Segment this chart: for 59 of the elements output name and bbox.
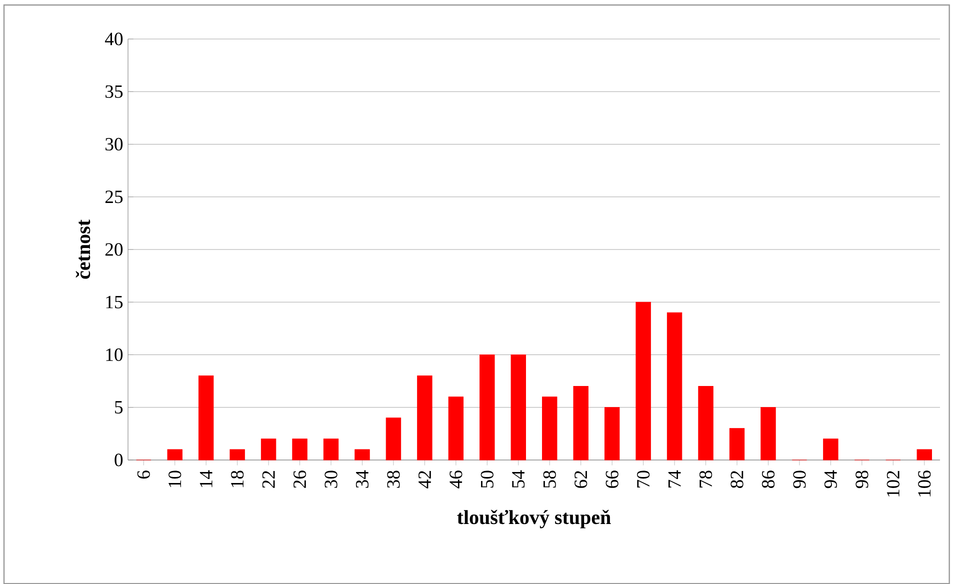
- bar: [386, 417, 402, 460]
- bar: [729, 428, 745, 460]
- x-tick-label: 10: [168, 470, 182, 487]
- bar: [823, 438, 838, 460]
- x-tick-label: 62: [574, 470, 588, 488]
- x-tick-label: 26: [294, 470, 306, 488]
- y-tick-label: 35: [106, 85, 123, 98]
- x-tick-label: 22: [262, 470, 275, 488]
- y-tick-label: 10: [106, 348, 123, 361]
- bar: [573, 386, 588, 460]
- x-tick-label: 70: [637, 470, 650, 488]
- x-tick-label: 102: [886, 470, 900, 496]
- bar: [448, 396, 464, 460]
- bar: [167, 449, 182, 460]
- bar: [916, 449, 932, 460]
- x-tick-label: 50: [480, 470, 494, 488]
- x-tick-label: 34: [356, 470, 369, 488]
- x-tick-label: 6: [137, 470, 150, 478]
- bar: [354, 449, 370, 460]
- bar: [292, 438, 308, 460]
- bar: [260, 438, 276, 460]
- x-tick-label: 94: [824, 470, 837, 488]
- x-tick-label: 30: [324, 470, 338, 488]
- x-axis-title: tloušťkový stupeň: [457, 510, 611, 528]
- bar: [636, 302, 651, 460]
- x-tick-label: 58: [543, 470, 556, 488]
- x-tick-label: 90: [793, 470, 806, 488]
- y-tick-label: 40: [104, 32, 123, 46]
- y-tick-label: 30: [106, 138, 123, 150]
- x-tick-label: 54: [512, 470, 525, 488]
- bar: [604, 406, 620, 460]
- y-tick-label: 20: [105, 243, 123, 256]
- bar: [480, 354, 495, 460]
- bar: [230, 449, 245, 460]
- x-tick-label: 18: [231, 470, 244, 487]
- y-tick-label: 25: [105, 190, 123, 204]
- bar: [198, 375, 214, 460]
- y-axis-title: četnost: [76, 219, 90, 279]
- x-tick-label: 86: [762, 470, 775, 488]
- bar: [417, 375, 432, 460]
- x-tick-label: 82: [730, 470, 744, 488]
- bar: [542, 396, 558, 460]
- x-tick-label: 66: [606, 470, 618, 488]
- y-tick-label: 5: [115, 401, 123, 414]
- x-tick-label: 46: [450, 470, 462, 488]
- x-tick-label: 14: [200, 470, 212, 487]
- x-tick-label: 78: [699, 470, 712, 488]
- bar: [698, 386, 714, 460]
- y-tick-label: 15: [106, 296, 123, 308]
- bar: [666, 312, 682, 460]
- x-tick-label: 42: [418, 470, 431, 488]
- x-tick-label: 98: [856, 470, 868, 488]
- bar: [323, 438, 339, 460]
- bar: [760, 406, 776, 460]
- y-tick-label: 0: [114, 454, 123, 466]
- x-tick-label: 74: [668, 470, 681, 488]
- bar: [510, 354, 526, 460]
- x-tick-label: 38: [387, 470, 400, 488]
- x-tick-label: 106: [918, 470, 931, 496]
